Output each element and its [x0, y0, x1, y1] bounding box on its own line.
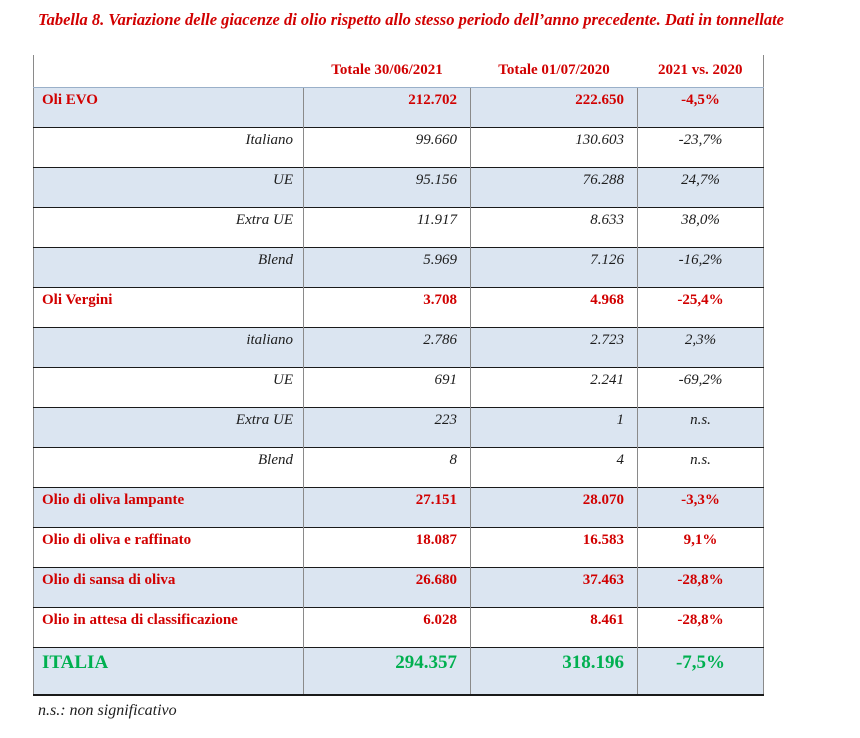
value-2021: 26.680: [303, 566, 471, 607]
delta-value: -4,5%: [637, 86, 764, 127]
table-header: Totale 30/06/2021 Totale 01/07/2020 2021…: [34, 55, 764, 87]
table-title: Tabella 8. Variazione delle giacenze di …: [38, 10, 784, 29]
row-label: Blend: [33, 446, 304, 487]
value-2021: 691: [303, 366, 471, 407]
value-2021: 5.969: [303, 246, 471, 287]
value-2021: 6.028: [303, 606, 471, 647]
value-2021: 223: [303, 406, 471, 447]
oil-stocks-table: Totale 30/06/2021 Totale 01/07/2020 2021…: [33, 55, 764, 696]
table-row: UE 691 2.241 -69,2%: [33, 366, 764, 407]
delta-value: 24,7%: [637, 166, 764, 207]
row-label: ITALIA: [33, 646, 304, 695]
value-2021: 99.660: [303, 126, 471, 167]
table-row: italiano 2.786 2.723 2,3%: [33, 326, 764, 367]
delta-value: -69,2%: [637, 366, 764, 407]
table-row: Oli Vergini 3.708 4.968 -25,4%: [33, 286, 764, 327]
delta-value: 9,1%: [637, 526, 764, 567]
value-2021: 27.151: [303, 486, 471, 527]
value-2021: 212.702: [303, 86, 471, 127]
delta-value: -23,7%: [637, 126, 764, 167]
delta-value: 2,3%: [637, 326, 764, 367]
table-row: Oli EVO 212.702 222.650 -4,5%: [33, 86, 764, 127]
header-variation: 2021 vs. 2020: [657, 62, 743, 79]
header-empty-cell: [34, 55, 304, 87]
value-2020: 222.650: [470, 86, 638, 127]
value-2021: 95.156: [303, 166, 471, 207]
row-label: Blend: [33, 246, 304, 287]
delta-value: n.s.: [637, 406, 764, 447]
value-2021: 3.708: [303, 286, 471, 327]
value-2020: 8.461: [470, 606, 638, 647]
row-label: Italiano: [33, 126, 304, 167]
delta-value: -28,8%: [637, 566, 764, 607]
header-row: Totale 30/06/2021 Totale 01/07/2020 2021…: [34, 55, 764, 87]
table-row: Olio di oliva lampante 27.151 28.070 -3,…: [33, 486, 764, 527]
delta-value: 38,0%: [637, 206, 764, 247]
value-2020: 4.968: [470, 286, 638, 327]
table-row: Olio di sansa di oliva 26.680 37.463 -28…: [33, 566, 764, 607]
table-row: UE 95.156 76.288 24,7%: [33, 166, 764, 207]
row-label: Oli Vergini: [33, 286, 304, 327]
delta-value: -7,5%: [637, 646, 764, 695]
row-label: UE: [33, 366, 304, 407]
footnote: n.s.: non significativo: [38, 702, 177, 719]
delta-value: -16,2%: [637, 246, 764, 287]
table-row: Italiano 99.660 130.603 -23,7%: [33, 126, 764, 167]
delta-value: -28,8%: [637, 606, 764, 647]
row-label: italiano: [33, 326, 304, 367]
delta-value: -3,3%: [637, 486, 764, 527]
delta-value: -25,4%: [637, 286, 764, 327]
header-total-2020: Totale 01/07/2020: [498, 62, 610, 79]
value-2020: 8.633: [470, 206, 638, 247]
value-2020: 4: [470, 446, 638, 487]
row-label: Olio di sansa di oliva: [33, 566, 304, 607]
value-2021: 18.087: [303, 526, 471, 567]
value-2020: 76.288: [470, 166, 638, 207]
value-2021: 8: [303, 446, 471, 487]
row-label: Oli EVO: [33, 86, 304, 127]
table-row: Blend 5.969 7.126 -16,2%: [33, 246, 764, 287]
row-label: Extra UE: [33, 206, 304, 247]
value-2020: 2.723: [470, 326, 638, 367]
value-2020: 28.070: [470, 486, 638, 527]
value-2021: 294.357: [303, 646, 471, 695]
value-2021: 11.917: [303, 206, 471, 247]
row-label: Olio in attesa di classificazione: [33, 606, 304, 647]
value-2020: 1: [470, 406, 638, 447]
table-body: Oli EVO 212.702 222.650 -4,5% Italiano 9…: [33, 86, 764, 695]
row-label: UE: [33, 166, 304, 207]
row-label: Olio di oliva e raffinato: [33, 526, 304, 567]
delta-value: n.s.: [637, 446, 764, 487]
table-row: Blend 8 4 n.s.: [33, 446, 764, 487]
table-row: Extra UE 11.917 8.633 38,0%: [33, 206, 764, 247]
row-label: Extra UE: [33, 406, 304, 447]
value-2020: 130.603: [470, 126, 638, 167]
value-2020: 37.463: [470, 566, 638, 607]
row-label: Olio di oliva lampante: [33, 486, 304, 527]
table-row: Extra UE 223 1 n.s.: [33, 406, 764, 447]
value-2020: 318.196: [470, 646, 638, 695]
header-total-2021: Totale 30/06/2021: [331, 62, 443, 79]
value-2020: 7.126: [470, 246, 638, 287]
table-row-italia-total: ITALIA 294.357 318.196 -7,5%: [33, 646, 764, 695]
table-row: Olio in attesa di classificazione 6.028 …: [33, 606, 764, 647]
value-2020: 16.583: [470, 526, 638, 567]
value-2021: 2.786: [303, 326, 471, 367]
table-row: Olio di oliva e raffinato 18.087 16.583 …: [33, 526, 764, 567]
value-2020: 2.241: [470, 366, 638, 407]
